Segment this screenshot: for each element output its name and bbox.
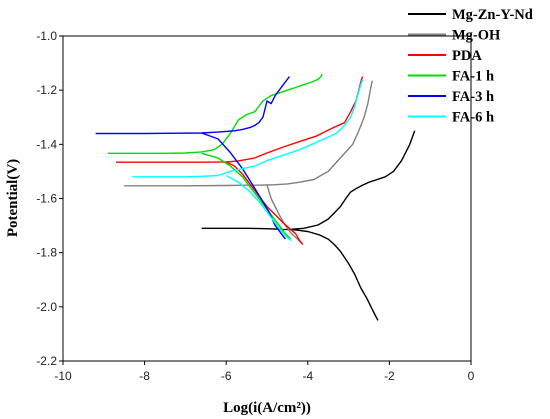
series-layer [95, 73, 416, 321]
series-cathodic-line-fa-6-h [225, 174, 292, 242]
tick-marks [59, 35, 472, 365]
series-cathodic-line-fa-1-h [201, 152, 292, 240]
x-tick-label: -6 [221, 369, 232, 383]
legend-label-fa-3-h: FA-3 h [452, 89, 494, 105]
series-line-mg-zn-y-nd [201, 130, 416, 231]
legend-label-mg-oh: Mg-OH [452, 28, 501, 44]
legend-label-mg-zn-y-nd: Mg-Zn-Y-Nd [452, 7, 533, 23]
series-line-fa-6-h [132, 79, 364, 178]
legend-label-fa-6-h: FA-6 h [452, 110, 494, 126]
x-axis-label: Log(i(A/cm²)) [223, 400, 311, 416]
legend: Mg-Zn-Y-Nd Mg-OH PDA FA-1 h FA-3 h FA-6 h [408, 7, 533, 126]
series-cathodic-line-mg-zn-y-nd [295, 229, 379, 321]
y-tick-label: -1.0 [36, 29, 57, 43]
x-tick-label: -4 [302, 369, 313, 383]
y-tick-label: -2.2 [36, 354, 57, 368]
series-line-fa-1-h [107, 73, 323, 154]
series-cathodic-line-pda [225, 161, 304, 245]
x-tick-label: 0 [468, 369, 475, 383]
x-tick-label: -10 [54, 369, 72, 383]
y-tick-label: -1.4 [36, 137, 57, 151]
series-line-mg-oh [124, 80, 373, 187]
plot-frame [62, 35, 472, 362]
legend-label-pda: PDA [452, 48, 482, 64]
y-tick-label: -1.8 [36, 246, 57, 260]
x-tick-labels: -10 -8 -6 -4 -2 0 [54, 369, 474, 383]
y-tick-label: -1.6 [36, 192, 57, 206]
legend-label-fa-1-h: FA-1 h [452, 69, 494, 85]
y-axis-label: Potential(V) [5, 159, 21, 237]
series-cathodic-line-fa-3-h [201, 132, 286, 240]
y-tick-label: -2.0 [36, 300, 57, 314]
y-tick-labels: -1.0 -1.2 -1.4 -1.6 -1.8 -2.0 -2.2 [36, 29, 57, 368]
y-tick-label: -1.2 [36, 83, 57, 97]
x-tick-label: -8 [139, 369, 150, 383]
x-tick-label: -2 [384, 369, 395, 383]
